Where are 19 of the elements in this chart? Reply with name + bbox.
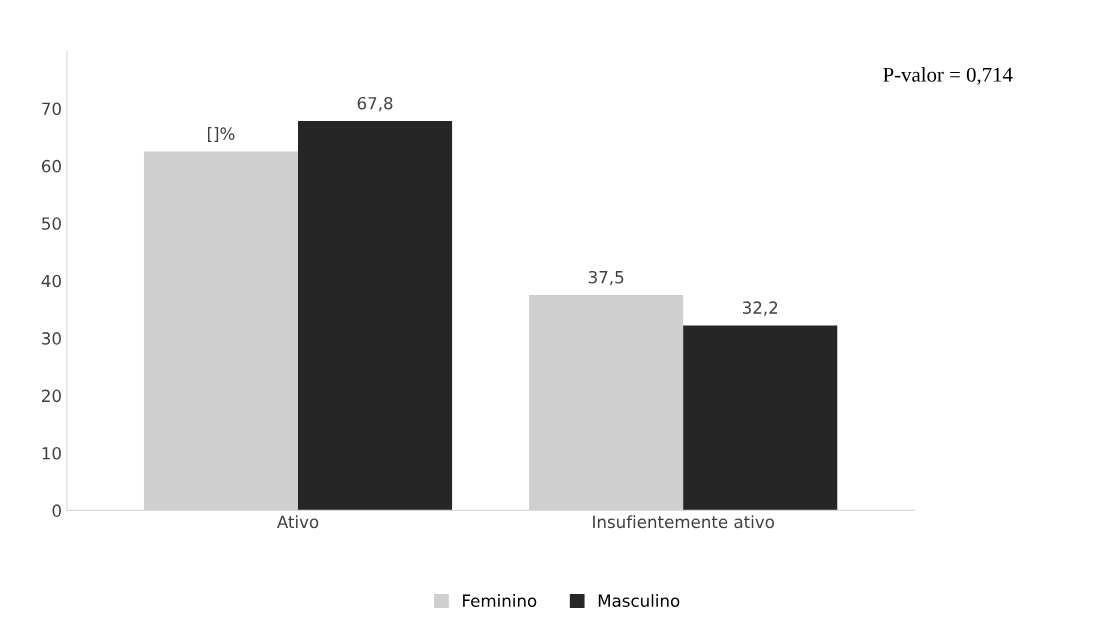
bar — [683, 325, 838, 511]
y-tick-label: 0 — [52, 504, 61, 517]
y-tick-label: 40 — [41, 274, 61, 288]
x-tick-label: Insufientemente ativo — [593, 515, 774, 529]
y-tick-label: 30 — [42, 332, 61, 345]
data-label: 32,2 — [742, 301, 778, 316]
y-tick-label: 50 — [42, 217, 61, 230]
data-label: 67,8 — [357, 96, 393, 112]
y-tick-label: 60 — [41, 159, 61, 173]
legend-label: Masculino — [598, 594, 680, 608]
annotation: P-valor = 0,714 — [883, 67, 1013, 85]
y-tick-label: 10 — [42, 446, 61, 460]
bar — [298, 121, 453, 511]
x-tick-label: Ativo — [276, 515, 319, 529]
data-label: []% — [207, 127, 235, 142]
y-tick-label: 70 — [42, 102, 61, 116]
y-tick-label: 20 — [42, 389, 61, 403]
legend-label: Feminino — [463, 594, 537, 608]
data-label: 37,5 — [588, 270, 624, 286]
